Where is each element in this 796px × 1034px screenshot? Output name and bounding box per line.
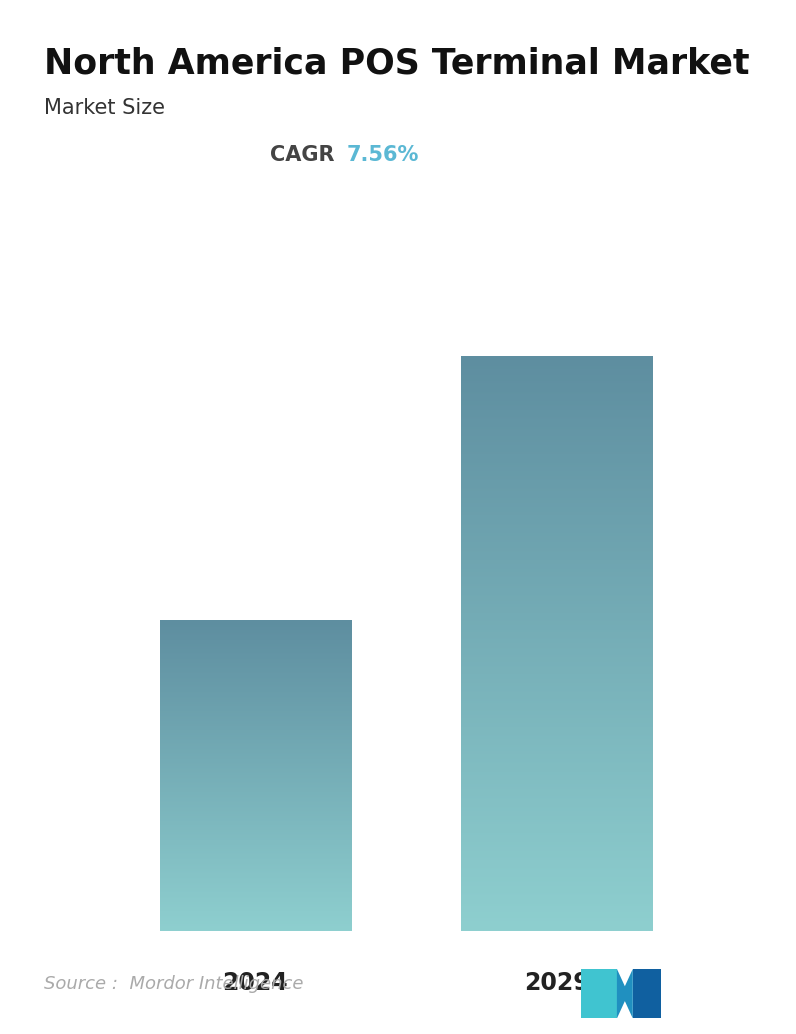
Text: 7.56%: 7.56% xyxy=(346,145,419,164)
Text: CAGR: CAGR xyxy=(270,145,334,164)
Text: Source :  Mordor Intelligence: Source : Mordor Intelligence xyxy=(44,975,303,993)
Text: Market Size: Market Size xyxy=(44,98,165,118)
Text: 2029: 2029 xyxy=(524,971,590,995)
Text: North America POS Terminal Market: North America POS Terminal Market xyxy=(44,47,749,81)
Text: 2024: 2024 xyxy=(223,971,288,995)
